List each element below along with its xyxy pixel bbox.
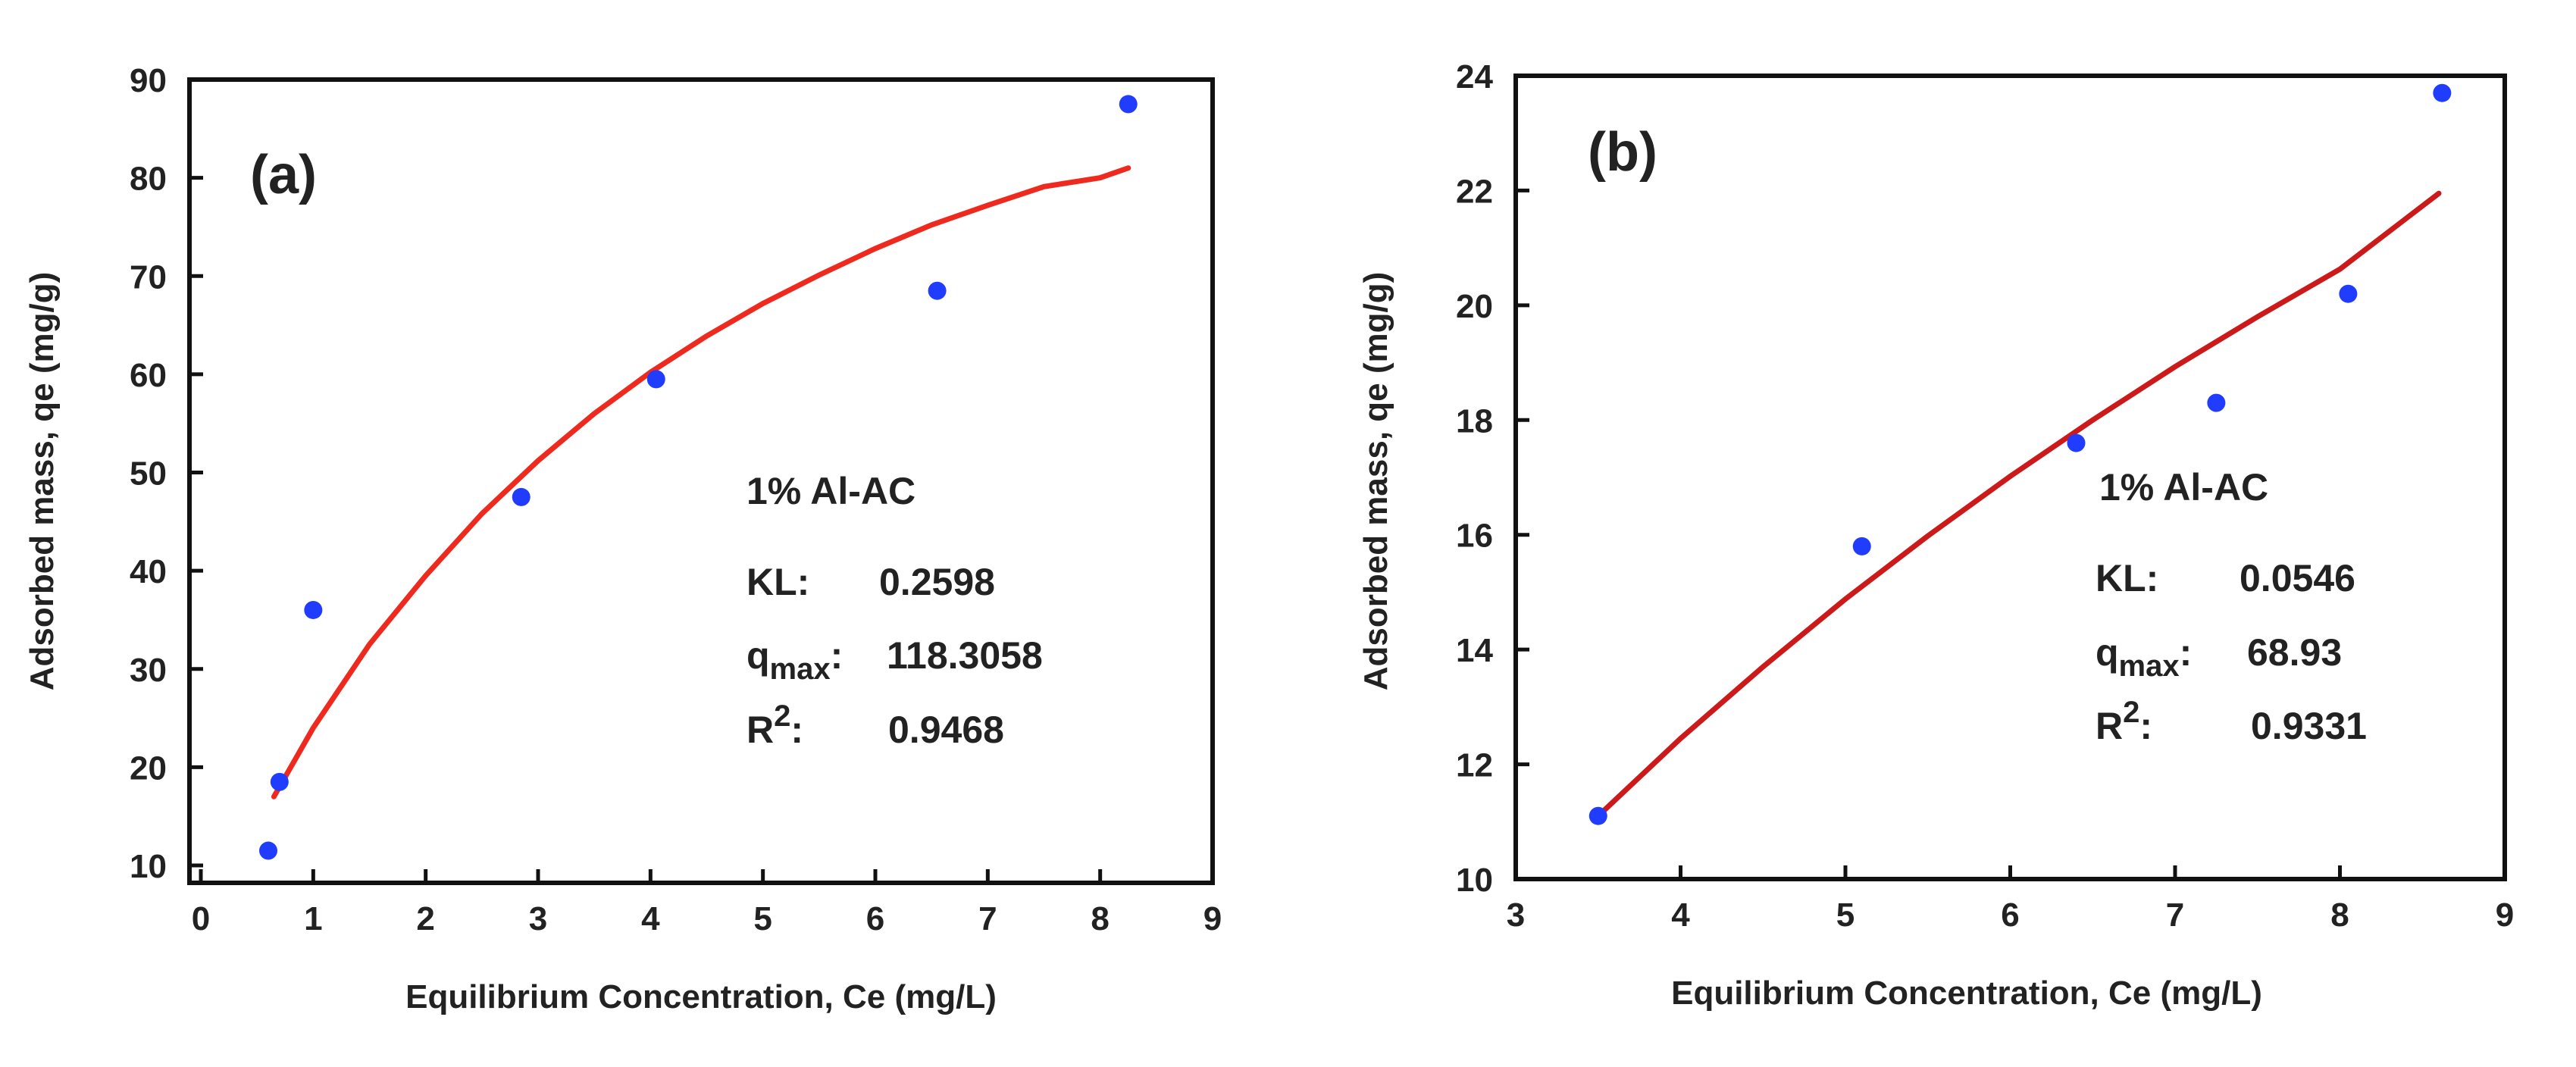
x-tick-label: 8	[1091, 900, 1109, 937]
y-tick-label: 14	[1456, 632, 1493, 669]
plot-frame-a	[187, 77, 1215, 885]
r2-sup-b: 2	[2123, 696, 2139, 729]
fit-parameters-b: 1% Al-AC KL: 0.0546 qmax: 68.93 R2: 0.93…	[2096, 466, 2367, 747]
y-tick-label: 20	[130, 749, 167, 787]
y-tick-label: 90	[130, 62, 167, 99]
y-tick-label: 30	[130, 652, 167, 689]
x-ticks-a: 0 1 2 3 4 5 6 7 8 9	[192, 869, 1222, 937]
qmax-value-b: 68.93	[2247, 631, 2342, 674]
x-tick-label: 9	[2496, 896, 2514, 934]
y-tick-label: 40	[130, 553, 167, 590]
x-tick-label: 6	[2001, 896, 2019, 934]
data-point	[2207, 393, 2226, 412]
r2-colon-a: :	[790, 709, 803, 751]
data-point	[928, 281, 947, 300]
x-ticks-b: 3 4 5 6 7 8 9	[1507, 865, 2514, 934]
fit-curve-b	[1595, 190, 2442, 819]
chart-a: 0 1 2 3 4 5 6 7 8 9 10 20 30 40 50 60 70 80 90 (a) Equili…	[23, 62, 1222, 1015]
x-tick-label: 7	[2166, 896, 2184, 934]
x-tick-label: 5	[1836, 896, 1855, 934]
y-tick-label: 16	[1456, 518, 1493, 555]
fit-parameters-a: 1% Al-AC KL: 0.2598 qmax: 118.3058 R2: 0…	[747, 470, 1043, 751]
data-point	[2067, 433, 2086, 452]
r2-label-a: R2:	[747, 699, 803, 751]
r2-value-b: 0.9331	[2251, 705, 2367, 747]
x-tick-label: 8	[2330, 896, 2349, 934]
x-tick-label: 7	[978, 900, 997, 937]
y-tick-label: 70	[130, 258, 167, 296]
kl-value-a: 0.2598	[879, 561, 995, 603]
data-points-a	[259, 95, 1138, 860]
data-point	[259, 841, 277, 860]
qmax-q-b: q	[2096, 631, 2119, 674]
y-tick-label: 22	[1456, 173, 1493, 210]
x-tick-label: 5	[753, 900, 772, 937]
x-axis-title-b: Equilibrium Concentration, Ce (mg/L)	[1671, 975, 2262, 1012]
x-tick-label: 2	[416, 900, 434, 937]
material-label-b: 1% Al-AC	[2099, 466, 2268, 508]
fit-curve-a	[271, 165, 1131, 799]
y-ticks-b: 10 12 14 16 18 20 22 24	[1456, 58, 1529, 899]
r2-sup-a: 2	[774, 699, 790, 733]
kl-label-b: KL:	[2096, 557, 2158, 599]
x-tick-label: 6	[866, 900, 884, 937]
qmax-colon-a: :	[831, 634, 844, 677]
data-point	[1852, 537, 1871, 555]
kl-value-b: 0.0546	[2240, 557, 2355, 599]
y-tick-label: 18	[1456, 402, 1493, 440]
data-point	[2339, 284, 2358, 303]
data-point	[1119, 95, 1138, 114]
x-tick-label: 3	[1507, 896, 1525, 934]
data-point	[270, 772, 289, 791]
y-ticks-a: 10 20 30 40 50 60 70 80 90	[130, 62, 203, 885]
qmax-label-a: qmax:	[747, 634, 843, 686]
y-tick-label: 80	[130, 161, 167, 198]
y-axis-title-a: Adsorbed mass, qe (mg/g)	[23, 272, 61, 691]
qmax-sub-a: max	[770, 652, 831, 686]
y-tick-label: 20	[1456, 288, 1493, 325]
x-tick-label: 1	[304, 900, 322, 937]
r2-r-a: R	[747, 709, 774, 751]
panel-label-b: (b)	[1588, 122, 1657, 183]
x-tick-label: 4	[641, 900, 660, 937]
y-tick-label: 10	[1456, 862, 1493, 899]
y-tick-label: 50	[130, 455, 167, 493]
y-tick-label: 12	[1456, 747, 1493, 784]
qmax-value-a: 118.3058	[887, 634, 1043, 677]
y-axis-title-b: Adsorbed mass, qe (mg/g)	[1357, 272, 1394, 691]
y-tick-label: 60	[130, 357, 167, 394]
data-points-b	[1588, 83, 2452, 825]
y-tick-label: 24	[1456, 58, 1493, 95]
r2-label-b: R2:	[2096, 696, 2152, 747]
r2-colon-b: :	[2139, 705, 2152, 747]
data-point	[1588, 806, 1607, 825]
qmax-q-a: q	[747, 634, 770, 677]
x-axis-title-a: Equilibrium Concentration, Ce (mg/L)	[405, 978, 997, 1015]
qmax-sub-b: max	[2119, 649, 2180, 683]
panel-label-a: (a)	[250, 145, 317, 205]
qmax-label-b: qmax:	[2096, 631, 2192, 683]
chart-b: 3 4 5 6 7 8 9 10 12 14 16 18 20 22 24 (b) Equilibrium…	[1357, 58, 2514, 1012]
x-tick-label: 9	[1203, 900, 1222, 937]
data-point	[646, 370, 665, 389]
kl-label-a: KL:	[747, 561, 809, 603]
material-label-a: 1% Al-AC	[747, 470, 916, 512]
y-tick-label: 10	[130, 848, 167, 885]
r2-value-a: 0.9468	[888, 709, 1004, 751]
r2-r-b: R	[2096, 705, 2123, 747]
x-tick-label: 0	[192, 900, 210, 937]
data-point	[304, 600, 323, 619]
qmax-colon-b: :	[2180, 631, 2193, 674]
x-tick-label: 3	[529, 900, 547, 937]
x-tick-label: 4	[1671, 896, 1690, 934]
data-point	[512, 487, 531, 506]
data-point	[2433, 83, 2452, 102]
